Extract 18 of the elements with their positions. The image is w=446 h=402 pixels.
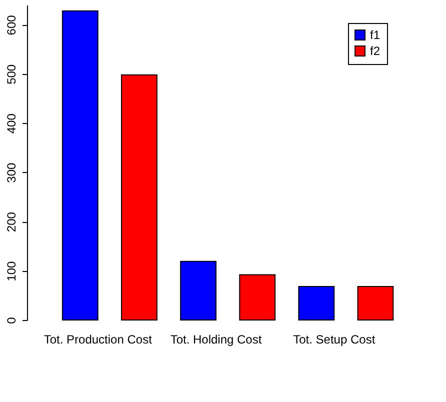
bar xyxy=(180,260,216,320)
bar xyxy=(62,10,98,320)
x-tick-label: Tot. Holding Cost xyxy=(170,332,262,346)
y-tick-label: 600 xyxy=(4,14,18,36)
y-tick-label: 400 xyxy=(4,113,18,134)
bar xyxy=(357,286,394,320)
x-tick-label: Tot. Production Cost xyxy=(44,332,153,346)
bar xyxy=(298,286,335,320)
y-tick-label: 500 xyxy=(4,64,18,84)
legend-label: f1 xyxy=(370,28,380,42)
y-tick-label: 200 xyxy=(4,212,18,232)
y-tick-label: 300 xyxy=(4,162,18,183)
bar xyxy=(121,74,158,320)
bar xyxy=(239,274,276,320)
y-tick-label: 100 xyxy=(4,260,18,282)
legend-label: f2 xyxy=(370,44,380,58)
y-tick-label: 0 xyxy=(4,316,18,324)
x-tick-label: Tot. Setup Cost xyxy=(293,332,376,346)
